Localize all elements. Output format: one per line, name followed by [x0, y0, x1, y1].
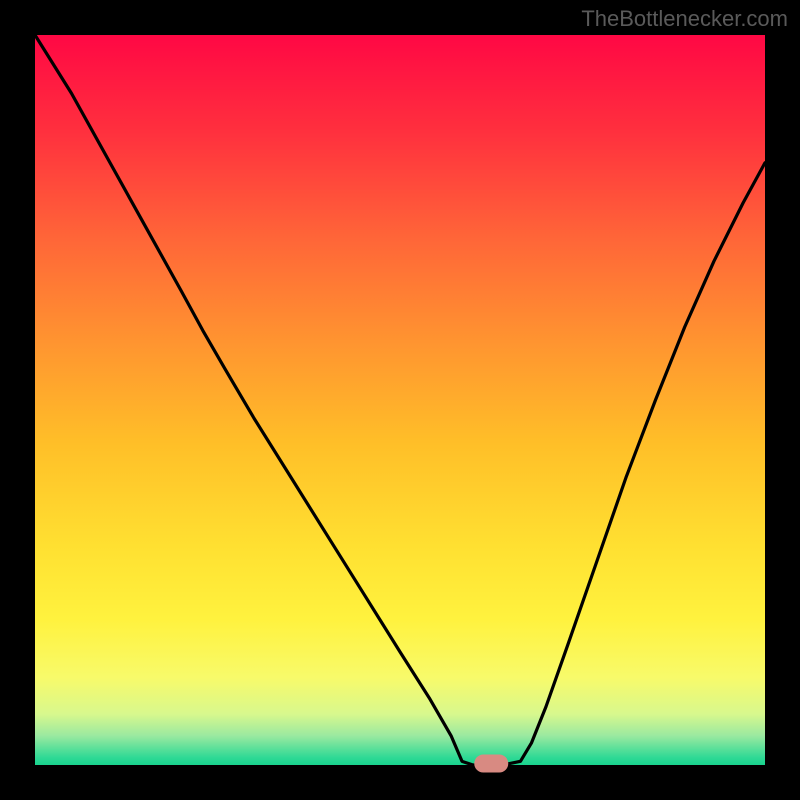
chart-svg [0, 0, 800, 800]
watermark-text: TheBottlenecker.com [581, 6, 788, 32]
chart-container: TheBottlenecker.com [0, 0, 800, 800]
optimal-marker [474, 755, 508, 773]
